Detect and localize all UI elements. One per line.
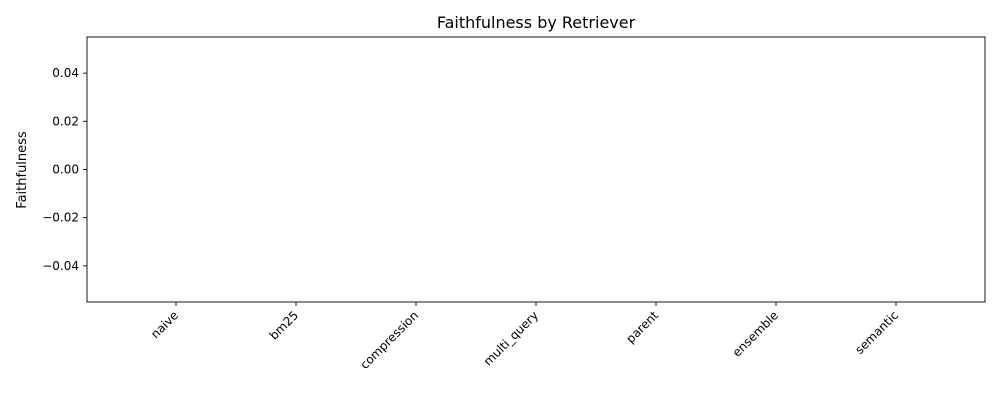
y-axis-label: Faithfulness	[15, 131, 30, 209]
x-tick-label: compression	[357, 308, 421, 372]
y-tick-label: 0.00	[52, 163, 79, 177]
x-tick-label: naive	[148, 308, 181, 341]
x-tick-label: bm25	[267, 308, 301, 342]
chart-title: Faithfulness by Retriever	[437, 13, 636, 32]
y-tick-label: 0.02	[52, 114, 79, 128]
y-axis: −0.04 −0.02 0.00 0.02 0.04	[42, 66, 87, 273]
x-tick-label: parent	[623, 308, 661, 346]
x-tick-label: ensemble	[730, 308, 781, 359]
y-tick-label: −0.04	[42, 259, 79, 273]
plot-frame	[86, 36, 986, 303]
x-tick-label: multi_query	[481, 308, 541, 368]
y-tick-label: −0.02	[42, 211, 79, 225]
x-axis: naive bm25 compression multi_query parent ens…	[148, 302, 901, 372]
x-tick-label: semantic	[852, 308, 901, 357]
y-tick-label: 0.04	[52, 66, 79, 80]
